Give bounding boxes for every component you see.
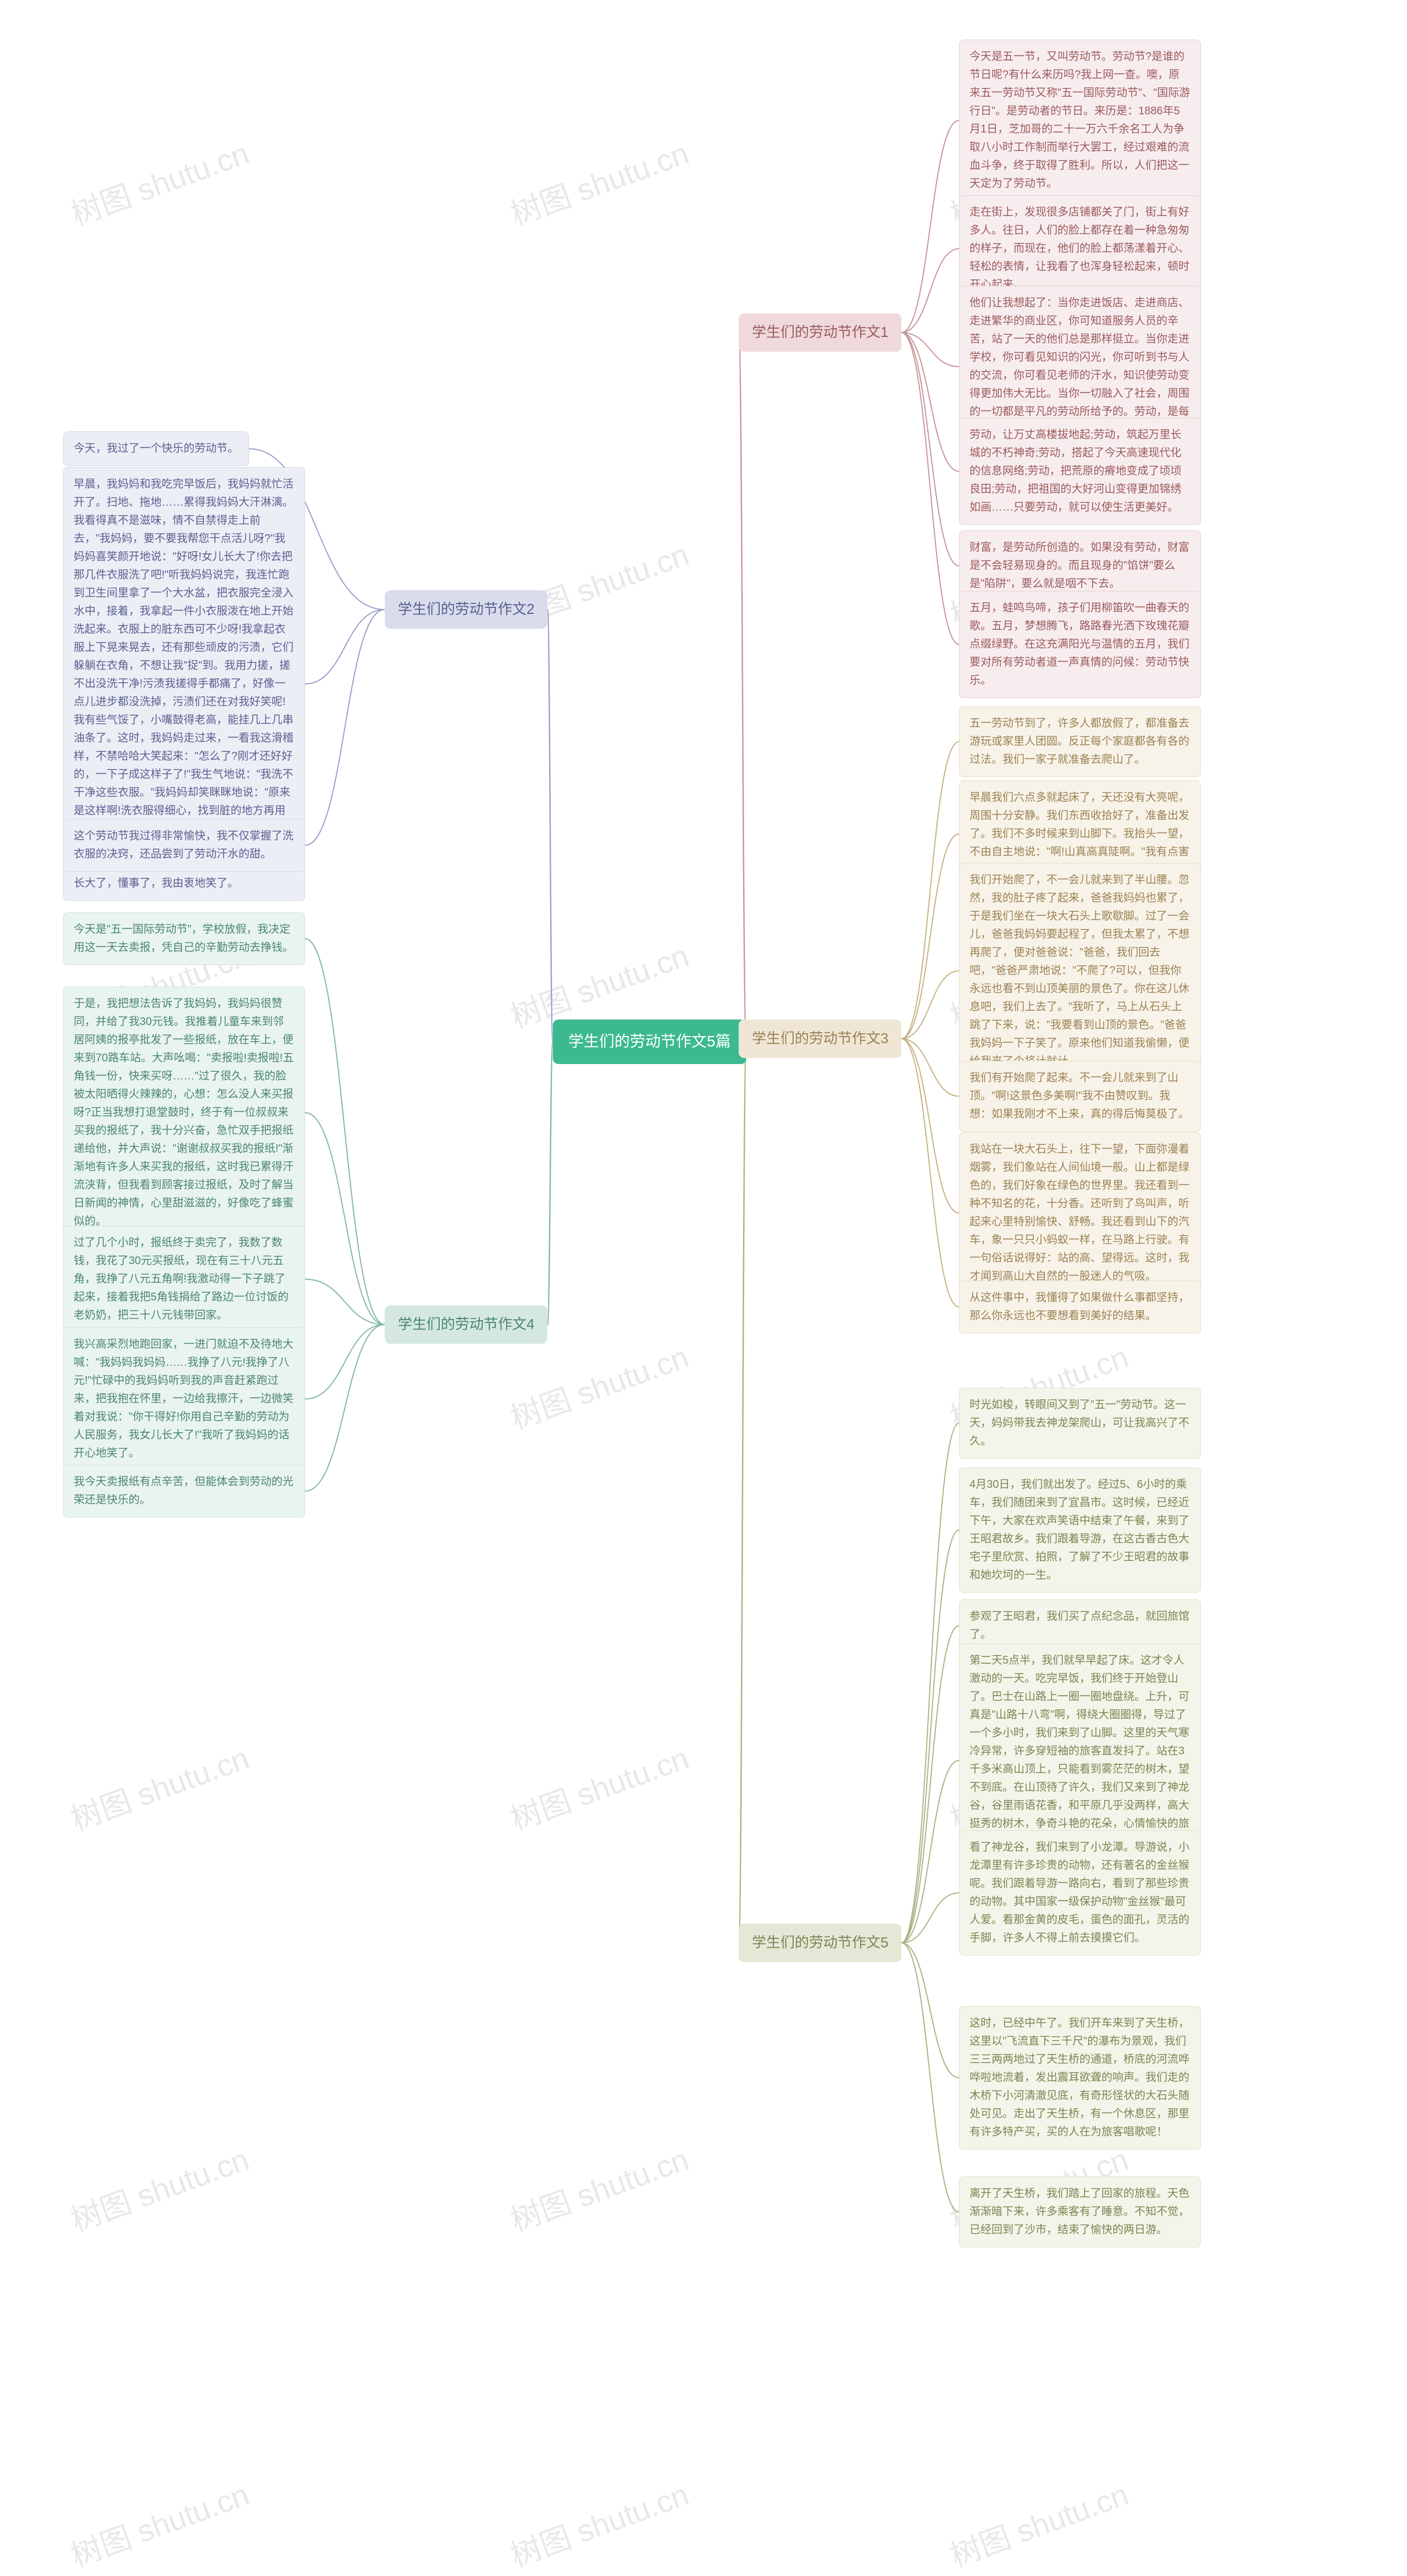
leaf-node[interactable]: 离开了天生桥，我们踏上了回家的旅程。天色渐渐暗下来，许多乘客有了睡意。不知不觉，… (959, 2176, 1201, 2247)
branch-node-1[interactable]: 学生们的劳动节作文1 (739, 313, 901, 352)
leaf-node[interactable]: 我今天卖报纸有点辛苦，但能体会到劳动的光荣还是快乐的。 (63, 1465, 305, 1517)
leaf-node[interactable]: 看了神龙谷，我们来到了小龙潭。导游说，小龙潭里有许多珍贵的动物，还有著名的金丝猴… (959, 1830, 1201, 1955)
leaf-node[interactable]: 过了几个小时，报纸终于卖完了，我数了数钱，我花了30元买报纸，现在有三十八元五角… (63, 1226, 305, 1333)
mindmap-canvas: 树图 shutu.cn树图 shutu.cn树图 shutu.cn树图 shut… (0, 0, 1407, 2554)
leaf-node[interactable]: 今天是五一节，又叫劳动节。劳动节?是谁的节日呢?有什么来历吗?我上网一查。噢，原… (959, 40, 1201, 201)
leaf-node[interactable]: 时光如梭，转眼间又到了"五一"劳动节。这一天，妈妈带我去神龙架爬山，可让我高兴了… (959, 1388, 1201, 1459)
leaf-node[interactable]: 这时，已经中午了。我们开车来到了天生桥，这里以"飞流直下三千尺"的瀑布为景观，我… (959, 2006, 1201, 2150)
leaf-node[interactable]: 五月，蛙鸣鸟啼，孩子们用柳笛吹一曲春天的歌。五月，梦想腾飞，路路春光洒下玫瑰花瓣… (959, 591, 1201, 698)
leaf-node[interactable]: 劳动，让万丈高楼拔地起;劳动，筑起万里长城的不朽神奇;劳动，搭起了今天高速现代化… (959, 418, 1201, 525)
branch-node-4[interactable]: 学生们的劳动节作文4 (385, 1305, 547, 1344)
branch-node-5[interactable]: 学生们的劳动节作文5 (739, 1924, 901, 1962)
leaf-node[interactable]: 我们开始爬了，不一会儿就来到了半山腰。忽然，我的肚子疼了起来，爸爸我妈妈也累了，… (959, 863, 1201, 1079)
leaf-node[interactable]: 五一劳动节到了，许多人都放假了，都准备去游玩或家里人团圆。反正每个家庭都各有各的… (959, 706, 1201, 777)
leaf-node[interactable]: 今天是"五一国际劳动节"，学校放假，我决定用这一天去卖报，凭自己的辛勤劳动去挣钱… (63, 912, 305, 965)
leaf-node[interactable]: 这个劳动节我过得非常愉快，我不仅掌握了洗衣服的决窍，还品尝到了劳动汗水的甜。 (63, 819, 305, 872)
leaf-node[interactable]: 4月30日，我们就出发了。经过5、6小时的乘车，我们随团来到了宜昌市。这时候，已… (959, 1467, 1201, 1593)
leaf-node[interactable]: 我站在一块大石头上，往下一望，下面弥漫着烟雾，我们象站在人间仙境一般。山上都是绿… (959, 1132, 1201, 1294)
leaf-node[interactable]: 从这件事中，我懂得了如果做什么事都坚持，那么你永远也不要想看到美好的结果。 (959, 1281, 1201, 1333)
leaf-node[interactable]: 我们有开始爬了起来。不一会儿就来到了山顶。"啊!这景色多美啊!"我不由赞叹到。我… (959, 1061, 1201, 1132)
center-node[interactable]: 学生们的劳动节作文5篇 (553, 1020, 746, 1064)
leaf-node[interactable]: 于是，我把想法告诉了我妈妈，我妈妈很赞同，并给了我30元钱。我推着儿童车来到邻居… (63, 987, 305, 1239)
leaf-node[interactable]: 我兴高采烈地跑回家，一进门就迫不及待地大喊："我妈妈我妈妈……我挣了八元!我挣了… (63, 1327, 305, 1471)
branch-node-2[interactable]: 学生们的劳动节作文2 (385, 590, 547, 629)
leaf-node[interactable]: 今天，我过了一个快乐的劳动节。 (63, 431, 249, 466)
branch-node-3[interactable]: 学生们的劳动节作文3 (739, 1020, 901, 1058)
